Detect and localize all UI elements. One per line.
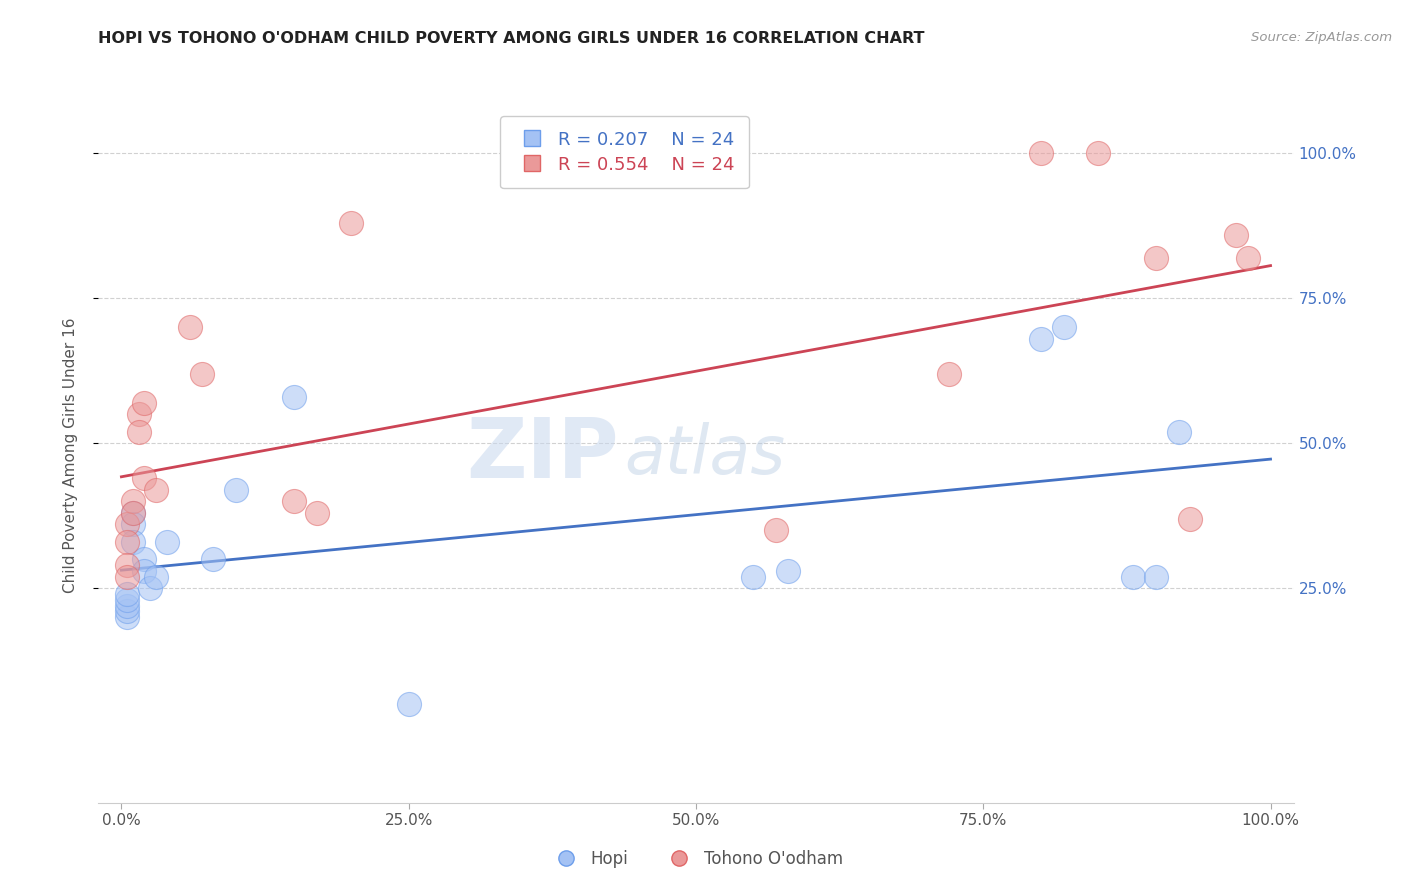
Point: [115, 558, 138, 573]
Point: [134, 396, 156, 410]
Point: [765, 523, 787, 537]
Point: [145, 483, 167, 497]
Point: [1053, 320, 1076, 334]
Point: [134, 471, 156, 485]
Point: [340, 216, 363, 230]
Text: atlas: atlas: [624, 422, 786, 488]
Point: [122, 494, 145, 508]
Point: [134, 552, 156, 566]
Point: [1029, 146, 1052, 161]
Point: [115, 599, 138, 613]
Point: [202, 552, 225, 566]
Point: [1178, 511, 1201, 525]
Text: ZIP: ZIP: [465, 415, 619, 495]
Point: [225, 483, 247, 497]
Point: [128, 407, 150, 422]
Point: [134, 564, 156, 578]
Text: HOPI VS TOHONO O'ODHAM CHILD POVERTY AMONG GIRLS UNDER 16 CORRELATION CHART: HOPI VS TOHONO O'ODHAM CHILD POVERTY AMO…: [98, 31, 925, 46]
Point: [145, 570, 167, 584]
Point: [938, 367, 960, 381]
Point: [1225, 227, 1247, 242]
Point: [115, 605, 138, 619]
Point: [1144, 251, 1167, 265]
Legend: Hopi, Tohono O'odham: Hopi, Tohono O'odham: [543, 843, 849, 874]
Point: [1144, 570, 1167, 584]
Point: [115, 587, 138, 601]
Point: [1236, 251, 1258, 265]
Point: [115, 534, 138, 549]
Point: [156, 534, 179, 549]
Point: [115, 517, 138, 532]
Point: [179, 320, 201, 334]
Point: [742, 570, 765, 584]
Point: [305, 506, 328, 520]
Point: [122, 534, 145, 549]
Point: [122, 506, 145, 520]
Point: [115, 592, 138, 607]
Text: Source: ZipAtlas.com: Source: ZipAtlas.com: [1251, 31, 1392, 45]
Point: [398, 698, 420, 712]
Point: [139, 582, 162, 596]
Point: [122, 506, 145, 520]
Point: [1029, 332, 1052, 346]
Point: [122, 517, 145, 532]
Point: [283, 494, 305, 508]
Point: [115, 570, 138, 584]
Point: [1122, 570, 1144, 584]
Point: [776, 564, 799, 578]
Point: [1167, 425, 1189, 439]
Point: [283, 390, 305, 404]
Y-axis label: Child Poverty Among Girls Under 16: Child Poverty Among Girls Under 16: [63, 318, 77, 592]
Point: [115, 610, 138, 624]
Point: [1087, 146, 1109, 161]
Point: [191, 367, 214, 381]
Point: [128, 425, 150, 439]
